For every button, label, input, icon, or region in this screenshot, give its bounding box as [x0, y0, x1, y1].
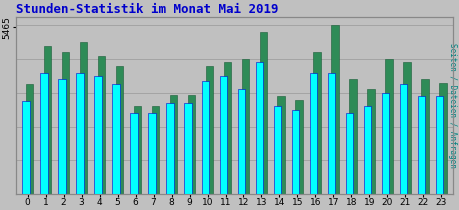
Bar — [112, 84, 119, 194]
Bar — [58, 79, 66, 194]
Bar — [187, 94, 195, 194]
Bar — [399, 84, 407, 194]
Bar — [381, 93, 388, 194]
Bar — [202, 81, 209, 194]
Bar — [44, 46, 51, 194]
Bar — [363, 106, 370, 194]
Bar — [349, 79, 356, 194]
Bar — [331, 25, 338, 194]
Bar — [327, 73, 335, 194]
Bar — [79, 42, 87, 194]
Bar — [273, 106, 281, 194]
Bar — [417, 96, 425, 194]
Bar — [22, 101, 29, 194]
Bar — [291, 110, 299, 194]
Bar — [97, 56, 105, 194]
Bar — [169, 94, 177, 194]
Bar — [151, 106, 159, 194]
Text: Stunden-Statistik im Monat Mai 2019: Stunden-Statistik im Monat Mai 2019 — [16, 3, 278, 16]
Bar — [166, 103, 173, 194]
Bar — [313, 52, 320, 194]
Bar — [148, 113, 155, 194]
Bar — [385, 59, 392, 194]
Bar — [255, 63, 263, 194]
Bar — [277, 96, 285, 194]
Bar — [40, 73, 47, 194]
Bar — [205, 66, 213, 194]
Bar — [241, 59, 248, 194]
Bar — [26, 84, 33, 194]
Y-axis label: Seiten / Dateien / Anfragen: Seiten / Dateien / Anfragen — [447, 43, 456, 168]
Bar — [184, 103, 191, 194]
Bar — [259, 32, 267, 194]
Bar — [223, 63, 230, 194]
Bar — [237, 89, 245, 194]
Bar — [420, 79, 428, 194]
Bar — [133, 106, 141, 194]
Bar — [438, 83, 446, 194]
Bar — [62, 52, 69, 194]
Bar — [130, 113, 137, 194]
Bar — [345, 113, 353, 194]
Bar — [94, 76, 101, 194]
Bar — [367, 89, 374, 194]
Bar — [219, 76, 227, 194]
Bar — [309, 73, 317, 194]
Bar — [295, 100, 302, 194]
Bar — [115, 66, 123, 194]
Bar — [403, 63, 410, 194]
Bar — [435, 96, 442, 194]
Bar — [76, 73, 84, 194]
